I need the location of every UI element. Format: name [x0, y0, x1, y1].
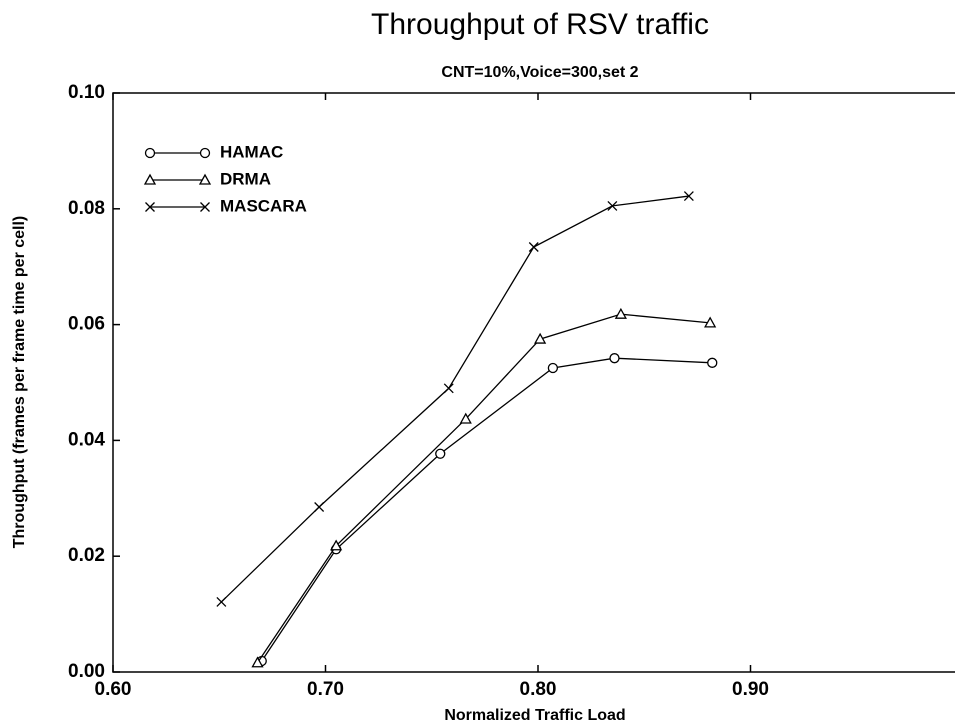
marker [144, 147, 156, 159]
marker [707, 357, 718, 368]
x-tick-label: 0.80 [520, 679, 557, 700]
chart-subtitle: CNT=10%,Voice=300,set 2 [441, 64, 638, 81]
marker [435, 448, 446, 459]
marker [143, 173, 157, 185]
chart-title: Throughput of RSV traffic [371, 8, 709, 41]
series-line [220, 195, 689, 603]
legend-label: MASCARA [220, 196, 307, 215]
marker [443, 383, 454, 394]
series-line [261, 357, 713, 662]
y-tick-label: 0.08 [68, 198, 105, 219]
y-axis-label: Throughput (frames per frame time per ce… [11, 216, 28, 549]
marker [199, 147, 211, 159]
y-tick-label: 0.10 [68, 82, 105, 103]
marker [534, 332, 547, 344]
y-tick-label: 0.04 [68, 429, 105, 450]
y-tick-label: 0.00 [68, 661, 105, 682]
marker [330, 539, 343, 551]
marker [614, 307, 627, 319]
series-line [256, 313, 711, 664]
marker [683, 191, 694, 202]
legend-label: DRMA [220, 169, 271, 188]
marker [200, 202, 210, 212]
x-tick-label: 0.60 [95, 679, 132, 700]
marker [459, 412, 472, 424]
marker [704, 316, 717, 328]
y-tick-label: 0.06 [68, 314, 105, 335]
y-tick-label: 0.02 [68, 545, 105, 566]
marker [251, 656, 264, 668]
marker [547, 362, 559, 374]
marker [145, 202, 155, 212]
marker [607, 200, 618, 211]
marker [528, 242, 539, 252]
marker [314, 502, 325, 512]
x-axis-label: Normalized Traffic Load [444, 707, 625, 724]
x-tick-label: 0.70 [307, 679, 344, 700]
x-tick-label: 0.90 [732, 679, 769, 700]
marker [198, 173, 212, 185]
marker [216, 596, 227, 607]
marker [609, 353, 620, 364]
legend-label: HAMAC [220, 142, 283, 161]
